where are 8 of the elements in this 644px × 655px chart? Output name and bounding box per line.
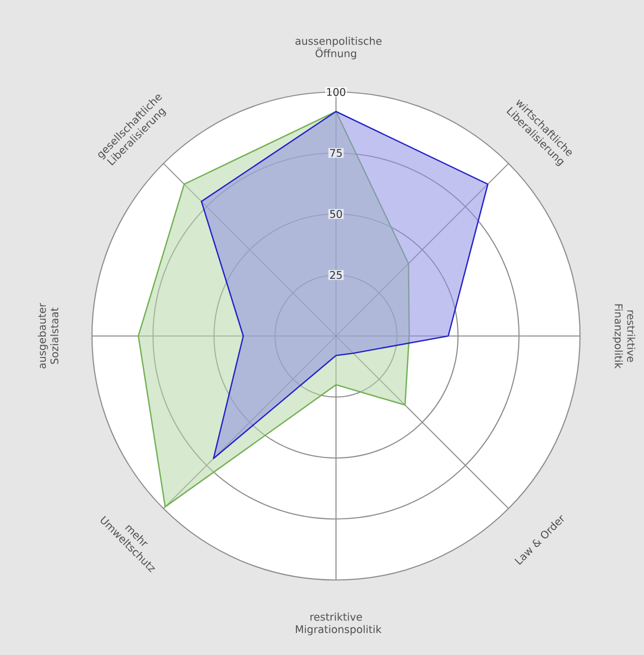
spoke-label: restriktive Finanzpolitik — [612, 304, 636, 369]
y-tick-label: 100 — [327, 88, 346, 96]
spoke-label: ausgebauter Sozialstaat — [38, 302, 58, 368]
spoke-label: aussenpolitische Öffnung — [296, 36, 382, 60]
y-tick-label: 50 — [330, 210, 342, 218]
y-tick-label: 75 — [330, 149, 342, 157]
y-tick-label: 25 — [330, 271, 342, 279]
spoke-label: restriktive Migrationspolitik — [296, 612, 382, 636]
